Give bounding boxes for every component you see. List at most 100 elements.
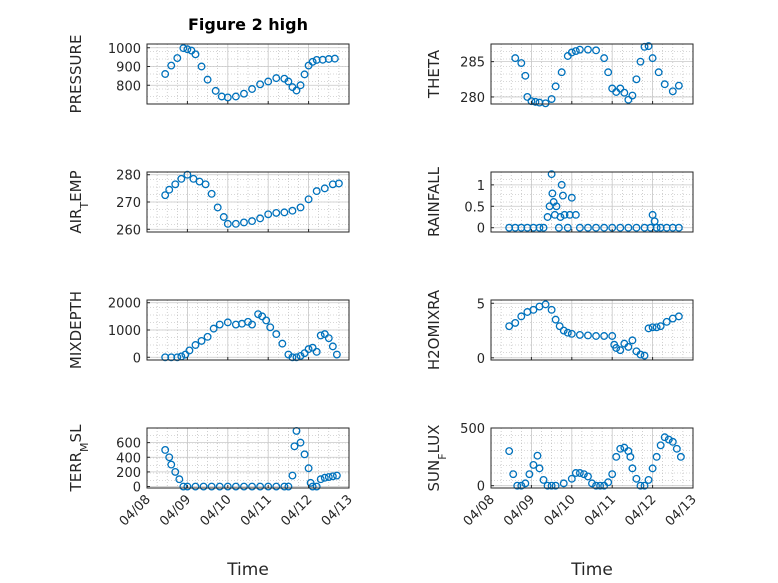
axes-frame — [146, 43, 350, 105]
data-point — [584, 223, 592, 232]
x-tick-label: 04/09 — [157, 492, 194, 529]
data-point — [207, 189, 216, 198]
data-point — [608, 332, 617, 340]
data-point — [179, 44, 188, 53]
data-point — [600, 54, 609, 63]
data-point — [223, 318, 232, 327]
data-point — [636, 350, 645, 359]
data-point — [213, 203, 222, 212]
data-point — [513, 481, 522, 490]
data-point — [509, 470, 518, 479]
data-point — [505, 322, 514, 331]
data-point — [173, 353, 182, 362]
x-tick-label: 04/08 — [461, 492, 498, 529]
data-point — [575, 469, 584, 477]
data-point — [556, 213, 565, 221]
data-point — [304, 464, 313, 473]
data-point — [551, 481, 560, 490]
y-tick-label: 0 — [477, 480, 485, 495]
y-tick-label: 0 — [133, 351, 141, 366]
y-tick-label: 0 — [477, 352, 485, 367]
y-axis-label: AIRTEMP — [67, 170, 91, 233]
data-point — [312, 187, 321, 196]
data-point — [231, 482, 240, 491]
data-point — [300, 70, 309, 79]
data-point — [541, 300, 550, 309]
data-point — [616, 84, 625, 93]
data-point — [600, 223, 609, 232]
data-point — [312, 482, 321, 491]
data-point — [256, 482, 265, 491]
svg-text:THETA: THETA — [425, 49, 443, 99]
data-point — [551, 315, 560, 324]
data-point — [624, 342, 633, 351]
data-point — [199, 482, 208, 491]
x-tick-label: 04/11 — [582, 492, 619, 529]
data-point — [531, 97, 540, 106]
data-point — [539, 223, 548, 232]
data-point — [171, 467, 180, 476]
data-point — [529, 460, 538, 469]
data-point — [165, 453, 174, 462]
y-tick-label: 2000 — [108, 297, 141, 312]
y-axis-label: SUNFLUX — [425, 425, 449, 492]
data-point — [308, 343, 317, 352]
data-point — [541, 99, 550, 108]
data-point — [231, 219, 240, 228]
data-point — [575, 330, 584, 339]
data-point — [511, 318, 520, 327]
data-point — [575, 223, 584, 232]
data-point — [332, 471, 341, 480]
data-point — [563, 328, 572, 337]
data-point — [272, 330, 281, 339]
data-point — [258, 312, 267, 321]
data-point — [219, 213, 228, 221]
data-point — [674, 223, 683, 232]
axes-frame — [146, 427, 350, 489]
data-point — [183, 482, 192, 491]
x-tick-label: 04/12 — [622, 492, 659, 529]
x-tick-label: 04/11 — [238, 492, 275, 529]
data-point — [161, 70, 170, 78]
data-point — [179, 482, 188, 491]
data-point — [256, 214, 265, 223]
y-axis-label: H2OMIXRA — [425, 289, 443, 370]
data-point — [296, 438, 305, 447]
data-point — [511, 54, 520, 63]
data-point — [264, 482, 273, 491]
data-point — [640, 351, 649, 360]
y-tick-label: 270 — [116, 196, 141, 211]
data-point — [328, 472, 337, 481]
data-point — [181, 350, 190, 359]
data-point — [547, 481, 556, 490]
data-point — [521, 71, 530, 80]
x-tick-label: 04/08 — [117, 492, 154, 529]
data-point — [167, 61, 176, 70]
data-point — [173, 54, 182, 63]
data-point — [505, 447, 514, 456]
data-point — [533, 451, 542, 460]
data-point — [547, 305, 556, 314]
data-point — [280, 482, 289, 491]
data-point — [324, 334, 333, 343]
data-point — [604, 68, 613, 77]
axes-frame — [490, 299, 694, 361]
data-point — [660, 80, 669, 89]
data-point — [656, 441, 665, 450]
data-point — [312, 347, 321, 356]
data-point — [240, 482, 248, 491]
data-point — [571, 469, 580, 477]
subplot-pressure: 800 900 1000 PRESSURE Figure 2 high — [67, 15, 350, 113]
data-point — [652, 452, 661, 461]
data-point — [563, 223, 572, 232]
chart-title: Figure 2 high — [188, 15, 308, 34]
data-point — [636, 57, 645, 66]
data-point — [539, 475, 548, 484]
data-point — [523, 92, 532, 101]
data-point — [584, 45, 592, 54]
subplot-sun-flux: 0 500 SUNFLUX 04/08 04/09 04/10 04/11 04/12 04/1… — [425, 422, 700, 580]
axes-frame — [490, 171, 694, 233]
data-point — [240, 218, 248, 227]
data-point — [334, 179, 343, 188]
data-point — [209, 324, 218, 333]
